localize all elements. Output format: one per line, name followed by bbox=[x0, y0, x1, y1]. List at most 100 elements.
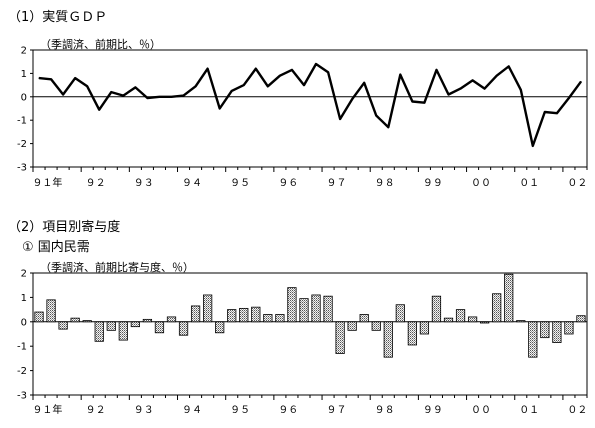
data-point bbox=[447, 93, 450, 96]
bar bbox=[407, 321, 417, 346]
bar bbox=[504, 273, 514, 323]
x-tick-label: ９６ bbox=[278, 178, 298, 189]
x-tick-label: ９６ bbox=[278, 405, 298, 416]
y-tick-label: -3 bbox=[17, 163, 27, 174]
data-point bbox=[315, 63, 317, 65]
bar bbox=[455, 309, 466, 323]
bar bbox=[299, 298, 309, 323]
x-tick-label: ９５ bbox=[230, 405, 250, 416]
x-tick-label: ０１ bbox=[519, 405, 539, 416]
x-tick-label: ９８ bbox=[375, 405, 395, 416]
bar bbox=[564, 321, 574, 335]
section2-subtitle: ① 国内民需 bbox=[22, 240, 90, 255]
bar bbox=[142, 318, 153, 323]
x-tick-label: ９３ bbox=[134, 405, 154, 416]
data-point bbox=[459, 88, 462, 90]
data-point bbox=[231, 90, 233, 92]
data-point bbox=[484, 88, 486, 90]
y-tick-label: 2 bbox=[21, 46, 27, 57]
bar bbox=[443, 317, 454, 323]
data-point bbox=[219, 107, 221, 110]
bar bbox=[263, 314, 273, 323]
y-tick-label: 1 bbox=[21, 69, 27, 80]
bar bbox=[275, 314, 285, 323]
y-tick-label: -2 bbox=[17, 366, 27, 377]
y-tick-label: 0 bbox=[21, 317, 27, 328]
x-tick-label: ９４ bbox=[182, 178, 202, 189]
domestic-demand-bar-chart: 2 1 0 -1 -2 -3 ９１年 ９２ ９３ ９４ ９５ ９６ ９７ ９８ ９９ ００ ０１ ０２ bbox=[17, 269, 588, 416]
data-point bbox=[170, 96, 173, 98]
y-tick-label: -1 bbox=[17, 342, 27, 353]
bar bbox=[46, 299, 56, 323]
data-point bbox=[423, 102, 426, 104]
data-point bbox=[207, 68, 209, 70]
bar bbox=[190, 305, 201, 323]
data-point bbox=[508, 65, 510, 67]
bar bbox=[480, 321, 490, 324]
y-tick-label: -2 bbox=[17, 139, 27, 150]
bar bbox=[467, 316, 478, 323]
bar bbox=[323, 295, 333, 323]
section2-unit: （季調済、前期比寄与度、％） bbox=[40, 261, 194, 274]
data-point bbox=[363, 82, 365, 84]
bar bbox=[431, 295, 442, 323]
data-point bbox=[435, 69, 438, 71]
bar bbox=[166, 316, 177, 323]
x-tick-label: ９１年 bbox=[32, 176, 62, 189]
x-tick-label: ９２ bbox=[86, 178, 106, 189]
bar bbox=[383, 321, 393, 358]
bar bbox=[516, 320, 526, 323]
data-point bbox=[532, 145, 534, 147]
x-tick-label: ００ bbox=[471, 178, 491, 189]
section1-title: （1）実質ＧＤＰ bbox=[8, 10, 108, 25]
bar bbox=[492, 293, 502, 323]
gdp-series-line bbox=[38, 62, 582, 148]
y-tick-label: -1 bbox=[17, 116, 27, 127]
data-point bbox=[134, 86, 136, 89]
x-tick-label: ０２ bbox=[567, 405, 587, 416]
data-point bbox=[291, 69, 293, 71]
x-tick-label: ９９ bbox=[423, 405, 443, 416]
x-tick-label: ９７ bbox=[326, 405, 346, 416]
data-point bbox=[158, 96, 161, 98]
data-point bbox=[243, 84, 245, 86]
data-point bbox=[411, 100, 413, 103]
y-tick-label: -3 bbox=[17, 391, 27, 402]
data-point bbox=[182, 95, 185, 97]
data-point bbox=[544, 111, 546, 113]
bar bbox=[34, 311, 44, 323]
bar bbox=[371, 321, 381, 331]
y-tick-label: 2 bbox=[21, 269, 27, 280]
data-point bbox=[62, 93, 64, 96]
data-point bbox=[122, 95, 124, 97]
data-point bbox=[74, 77, 76, 79]
x-tick-label: ００ bbox=[471, 405, 491, 416]
data-point bbox=[399, 73, 401, 76]
x-tick-label: ０１ bbox=[519, 178, 539, 189]
data-point bbox=[146, 97, 149, 99]
bar bbox=[347, 321, 357, 331]
bar bbox=[287, 287, 297, 323]
y-tick-label: 1 bbox=[21, 293, 27, 304]
data-point bbox=[303, 84, 305, 86]
bar bbox=[130, 321, 140, 328]
x-tick-label: ９５ bbox=[230, 178, 250, 189]
bar bbox=[251, 306, 261, 323]
bar bbox=[178, 321, 189, 336]
data-point bbox=[279, 75, 281, 77]
bar bbox=[552, 321, 562, 343]
y-tick-label: 0 bbox=[21, 92, 27, 103]
x-tick-label: ９１年 bbox=[32, 403, 62, 416]
data-point bbox=[267, 85, 269, 87]
data-point bbox=[568, 97, 570, 99]
data-point bbox=[110, 91, 112, 93]
x-tick-label: ９７ bbox=[326, 178, 346, 189]
data-point bbox=[86, 85, 88, 87]
data-point bbox=[387, 126, 389, 128]
bar bbox=[227, 309, 237, 323]
bar bbox=[395, 304, 405, 323]
plot-frame bbox=[32, 272, 588, 396]
bar bbox=[58, 321, 68, 330]
data-point bbox=[556, 112, 558, 114]
